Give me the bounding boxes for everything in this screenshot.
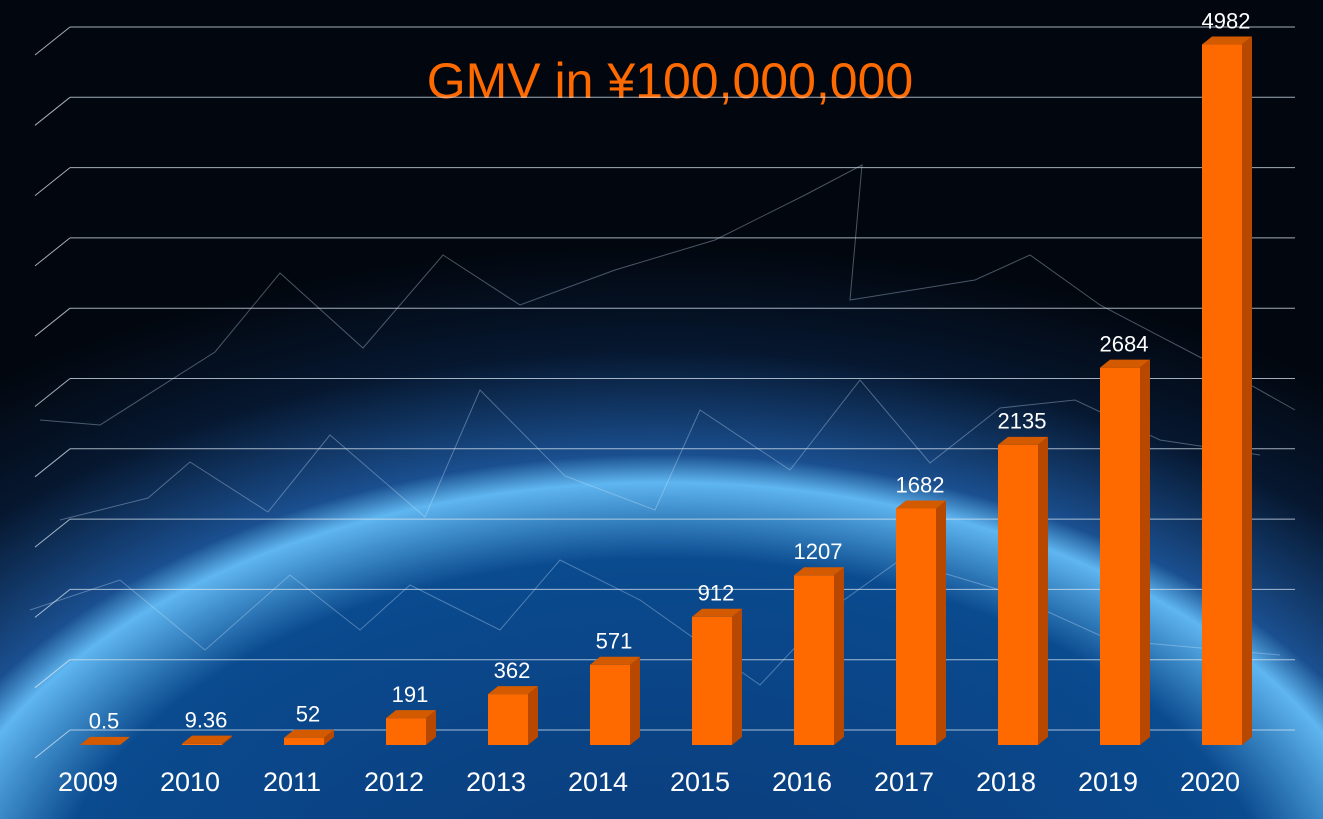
bar-side — [528, 686, 538, 745]
bar — [1100, 368, 1140, 745]
bar-side — [630, 657, 640, 745]
bar-side — [1038, 437, 1048, 745]
bar — [998, 445, 1038, 745]
bar — [182, 744, 222, 745]
bar — [692, 617, 732, 745]
bar — [284, 738, 324, 745]
x-tick-label: 2014 — [568, 767, 628, 797]
bar-side — [1242, 37, 1252, 745]
x-tick-label: 2015 — [670, 767, 730, 797]
value-label: 571 — [596, 629, 633, 654]
x-tick-label: 2017 — [874, 767, 934, 797]
bar-side — [732, 609, 742, 745]
x-tick-label: 2011 — [263, 767, 321, 797]
value-label: 912 — [698, 581, 735, 606]
x-tick-label: 2010 — [160, 767, 220, 797]
value-label: 1207 — [794, 539, 843, 564]
x-tick-label: 2018 — [976, 767, 1036, 797]
value-label: 191 — [392, 682, 429, 707]
bar — [794, 575, 834, 745]
bar — [1202, 45, 1242, 745]
x-tick-label: 2016 — [772, 767, 832, 797]
value-label: 1682 — [896, 472, 945, 497]
value-label: 0.5 — [89, 709, 120, 734]
x-tick-label: 2012 — [364, 767, 424, 797]
bar — [488, 694, 528, 745]
value-label: 9.36 — [185, 707, 228, 732]
x-tick-label: 2013 — [466, 767, 526, 797]
bar-side — [834, 567, 844, 745]
bar — [386, 718, 426, 745]
value-label: 4982 — [1202, 8, 1251, 33]
bar — [590, 665, 630, 745]
value-label: 2684 — [1100, 331, 1149, 356]
bar-side — [936, 501, 946, 745]
bar-side — [1140, 360, 1150, 745]
x-tick-label: 2009 — [58, 767, 118, 797]
value-label: 362 — [494, 658, 531, 683]
page: GMV in ¥100,000,000 0.5 2009 9.36 2010 52 201… — [0, 0, 1323, 819]
value-label: 52 — [296, 702, 320, 727]
x-tick-label: 2019 — [1078, 767, 1138, 797]
value-label: 2135 — [998, 409, 1047, 434]
chart-title: GMV in ¥100,000,000 — [427, 53, 913, 109]
bar — [896, 509, 936, 745]
chart: GMV in ¥100,000,000 0.5 2009 9.36 2010 52 201… — [0, 0, 1323, 819]
x-tick-label: 2020 — [1180, 767, 1240, 797]
